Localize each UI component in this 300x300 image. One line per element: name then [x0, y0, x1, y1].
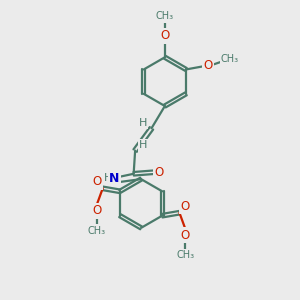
Text: CH₃: CH₃ [88, 226, 106, 236]
Text: O: O [92, 175, 101, 188]
Text: O: O [154, 166, 164, 179]
Text: O: O [160, 29, 170, 42]
Text: H: H [103, 173, 112, 183]
Text: O: O [203, 59, 212, 72]
Text: CH₃: CH₃ [176, 250, 194, 260]
Text: H: H [138, 118, 147, 128]
Text: O: O [181, 229, 190, 242]
Text: CH₃: CH₃ [221, 54, 239, 64]
Text: H: H [139, 140, 148, 150]
Text: O: O [92, 204, 101, 217]
Text: N: N [109, 172, 119, 185]
Text: O: O [181, 200, 190, 213]
Text: CH₃: CH₃ [156, 11, 174, 21]
